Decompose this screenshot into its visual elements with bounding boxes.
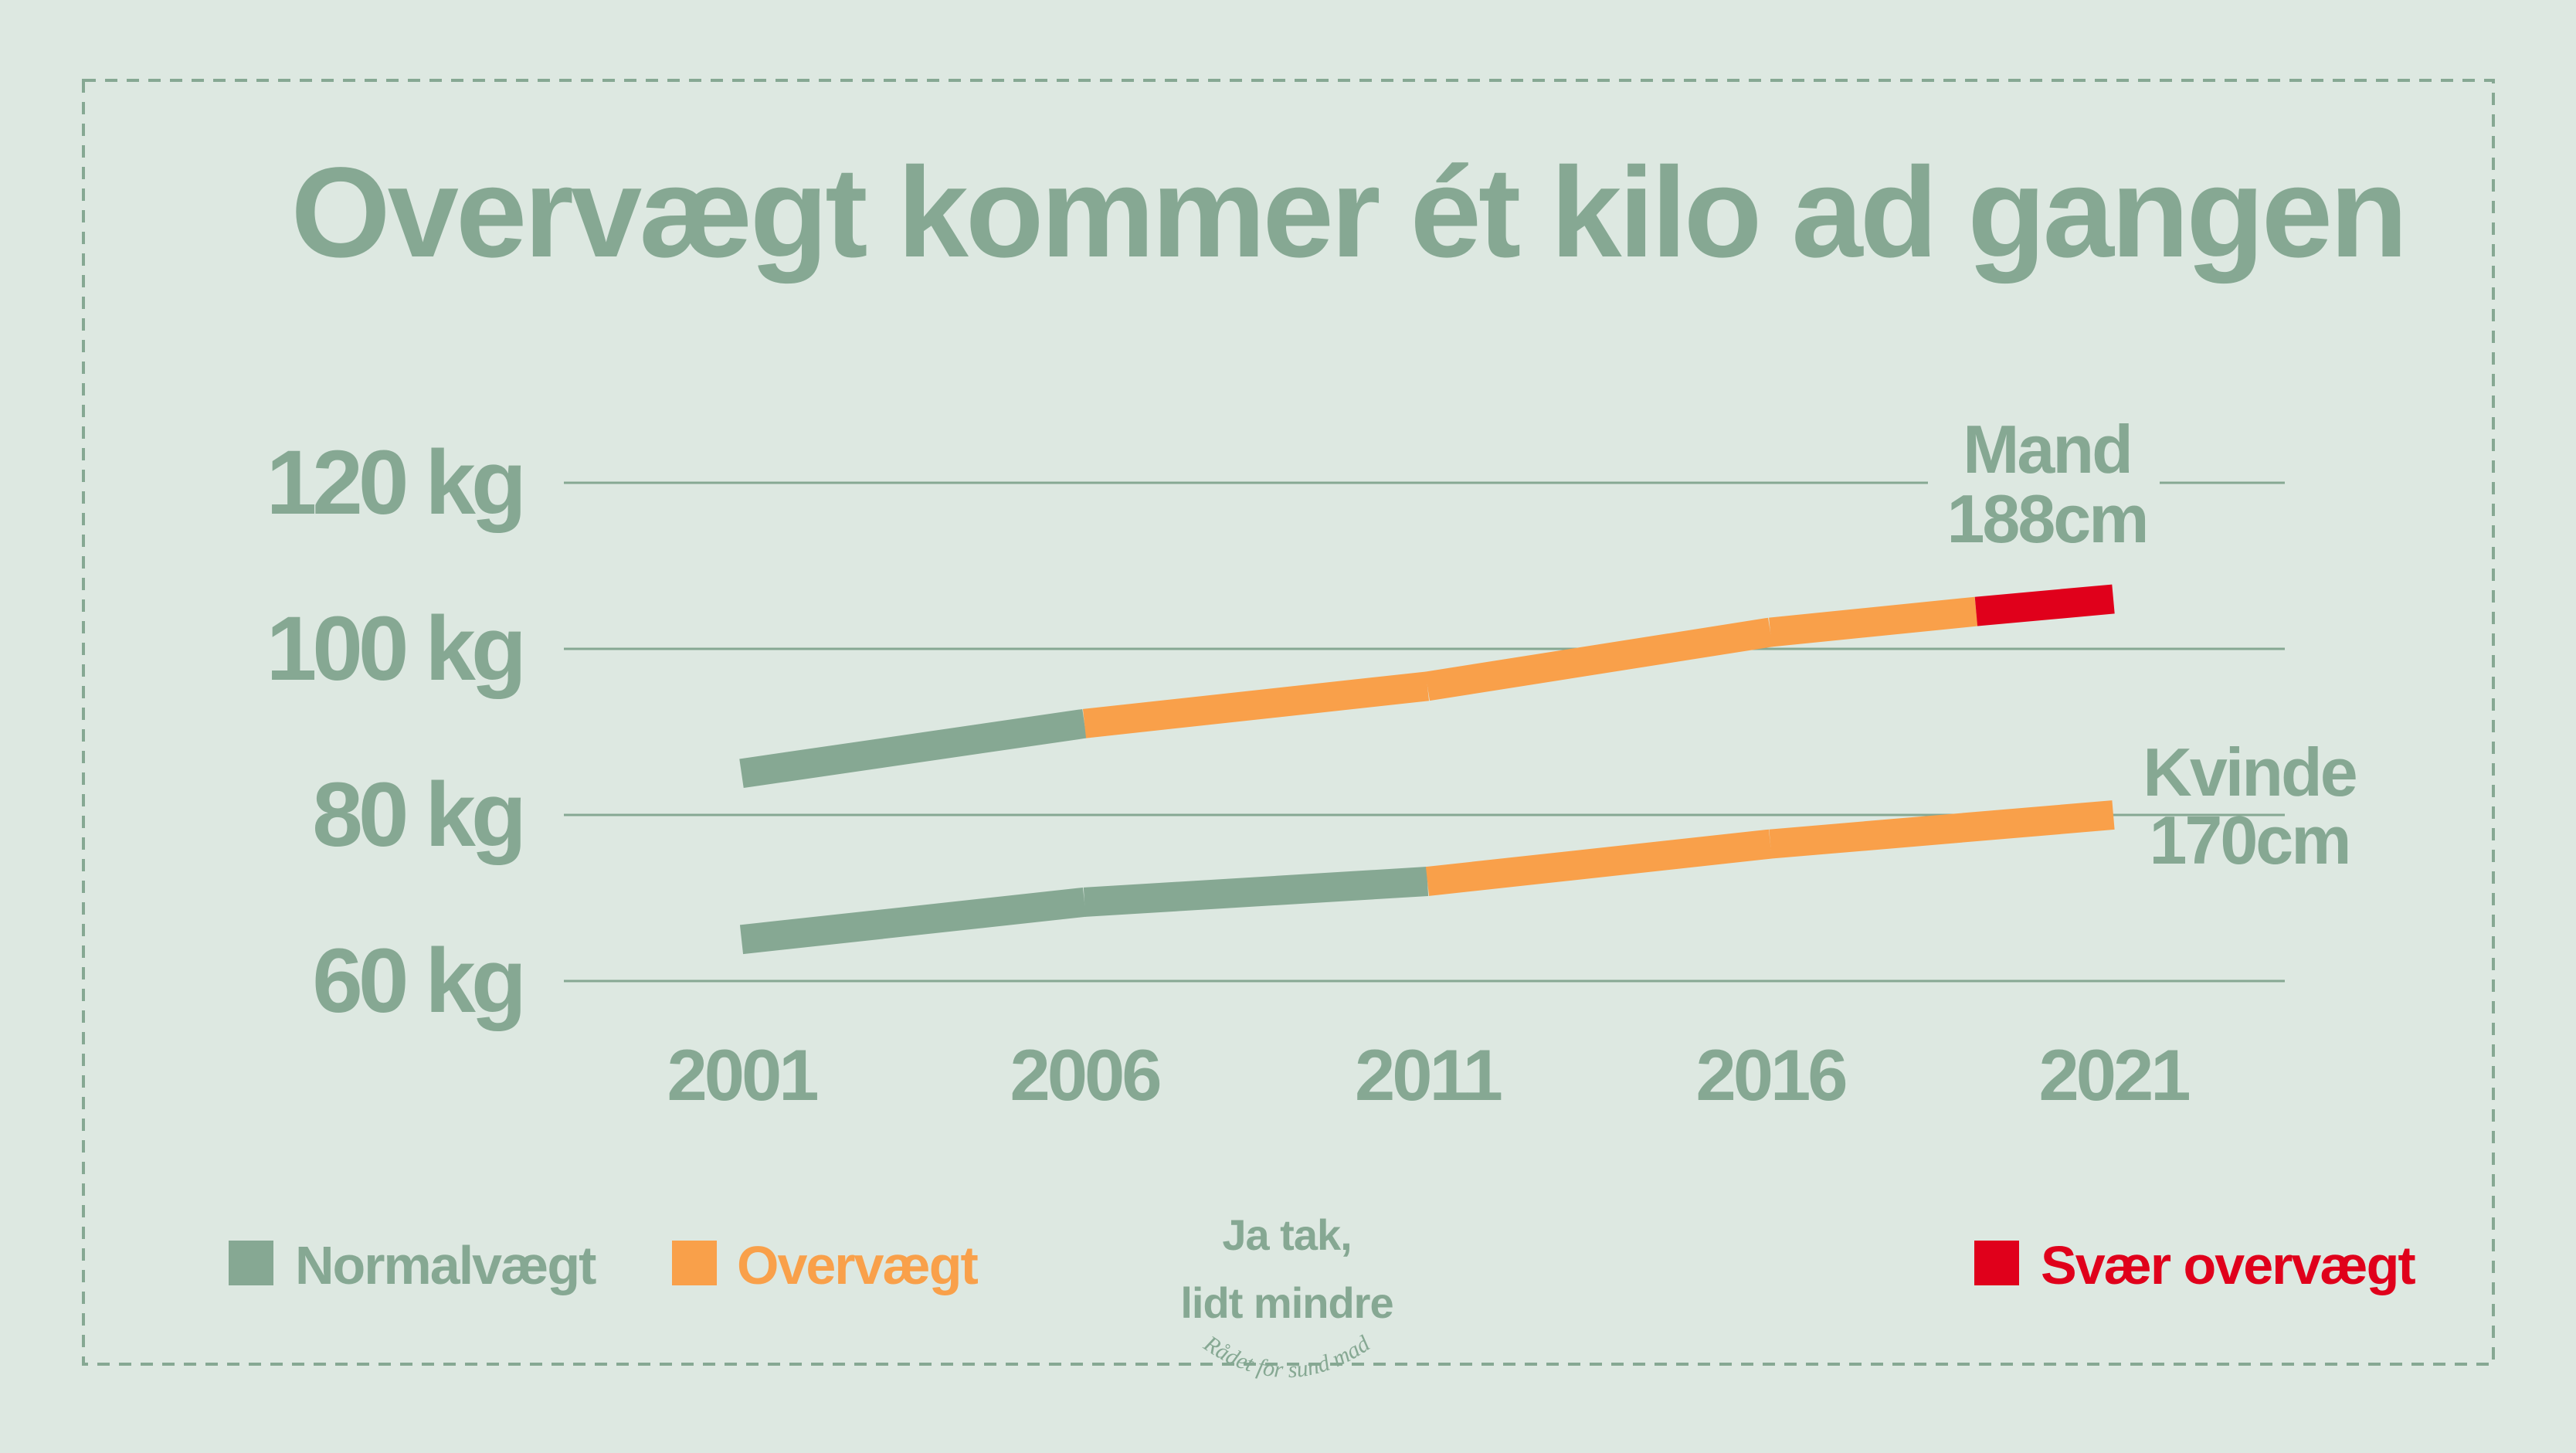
legend-swatch-severe xyxy=(1974,1241,2019,1285)
chart-title: Overvægt kommer ét kilo ad gangen xyxy=(291,141,2405,284)
series-0-segment-overweight xyxy=(1425,617,1773,701)
x-axis-ticks: 2001 2006 2011 2016 2021 xyxy=(667,1034,2192,1115)
legend-item-overweight: Overvægt xyxy=(672,1235,979,1295)
logo-arc-text: Rådet for sund mad xyxy=(1199,1330,1375,1383)
legend-item-severe: Svær overvægt xyxy=(1974,1235,2417,1295)
gridlines xyxy=(564,481,2285,983)
series-lines xyxy=(739,584,2115,955)
series-1-segment-overweight xyxy=(1425,829,1773,896)
series-0-segment-overweight xyxy=(1769,596,1978,647)
y-tick-label: 80 kg xyxy=(312,764,522,866)
legend-item-normal: Normalvægt xyxy=(229,1235,598,1295)
legend-swatch-overweight xyxy=(672,1241,717,1285)
x-tick-label: 2016 xyxy=(1695,1034,1845,1115)
logo-line-2: lidt mindre xyxy=(1180,1278,1393,1327)
logo-line-1: Ja tak, xyxy=(1222,1210,1351,1259)
x-tick-label: 2006 xyxy=(1010,1034,1159,1115)
x-tick-label: 2011 xyxy=(1355,1034,1502,1115)
series-label-kvinde-name: Kvinde xyxy=(2143,734,2355,810)
legend-label-severe: Svær overvægt xyxy=(2041,1235,2415,1295)
series-1-segment-normal xyxy=(739,887,1087,955)
series-0-segment-severe xyxy=(1974,584,2115,626)
legend: Normalvægt Overvægt Svær overvægt xyxy=(229,1235,2417,1295)
logo-arc-textpath: Rådet for sund mad xyxy=(1199,1330,1375,1383)
series-1-segment-normal xyxy=(1083,867,1429,917)
series-label-mand-name: Mand xyxy=(1963,411,2131,487)
series-1-segment-overweight xyxy=(1769,800,2115,859)
y-tick-label: 120 kg xyxy=(266,432,522,534)
series-0-segment-overweight xyxy=(1082,671,1430,738)
series-0-segment-normal xyxy=(739,708,1087,789)
series-label-mand-height: 188cm xyxy=(1946,480,2147,557)
y-axis-ticks: 60 kg 80 kg 100 kg 120 kg xyxy=(266,432,527,1032)
x-tick-label: 2001 xyxy=(667,1034,817,1115)
y-tick-label: 60 kg xyxy=(312,930,522,1032)
legend-label-overweight: Overvægt xyxy=(737,1235,978,1295)
series-label-kvinde: Kvinde 170cm xyxy=(2143,734,2357,878)
dashed-frame xyxy=(82,79,2495,1366)
series-label-kvinde-height: 170cm xyxy=(2149,802,2349,878)
logo: Ja tak, lidt mindre Rådet for sund mad xyxy=(1180,1210,1393,1383)
legend-label-normal: Normalvægt xyxy=(295,1235,596,1295)
legend-swatch-normal xyxy=(229,1241,273,1285)
y-tick-label: 100 kg xyxy=(266,598,522,700)
x-tick-label: 2021 xyxy=(2038,1034,2189,1115)
series-label-mand: Mand 188cm xyxy=(1946,411,2149,557)
